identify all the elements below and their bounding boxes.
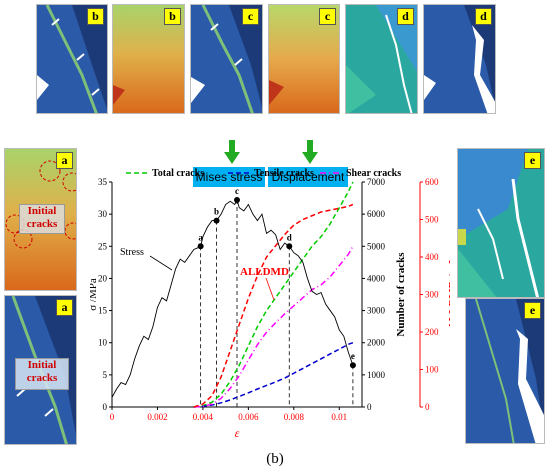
stress-label-leader bbox=[149, 255, 173, 271]
top-panel-3-image bbox=[191, 5, 262, 113]
panel-tag: b bbox=[87, 8, 104, 25]
y-tick-label-alldmd: 100 bbox=[425, 365, 439, 375]
panel-tag: e bbox=[524, 302, 541, 319]
x-tick-label: 0.008 bbox=[284, 412, 305, 422]
stage-point-a bbox=[197, 243, 204, 250]
x-tick-label: 0.01 bbox=[331, 412, 347, 422]
top-panel-1: b bbox=[36, 4, 108, 114]
x-tick-label: 0.004 bbox=[193, 412, 214, 422]
legend-label: Total cracks bbox=[152, 168, 204, 179]
y-tick-label-right: 0 bbox=[367, 402, 372, 412]
panel-tag: a bbox=[56, 152, 73, 169]
y-tick-label-right: 5000 bbox=[367, 241, 386, 251]
stage-point-c bbox=[234, 197, 240, 203]
panel-tag: b bbox=[164, 8, 181, 25]
arrow-icon bbox=[302, 140, 318, 164]
panel-tag: d bbox=[397, 8, 414, 25]
series-line-alldmd bbox=[193, 203, 354, 408]
top-panel-6: d bbox=[423, 4, 496, 114]
series-line-total-cracks bbox=[193, 181, 354, 408]
y-tick-label-alldmd: 500 bbox=[425, 215, 439, 225]
alldmd-label-leader bbox=[265, 277, 275, 301]
y-tick-label-right: 6000 bbox=[367, 209, 386, 219]
y-tick-label-right: 2000 bbox=[367, 338, 386, 348]
stage-point-label: a bbox=[198, 232, 203, 242]
initial-cracks-note: Initial cracks bbox=[15, 358, 69, 390]
figure-caption: (b) bbox=[266, 451, 284, 467]
series-line-shear-cracks bbox=[193, 245, 354, 408]
stage-point-label: e bbox=[351, 351, 355, 361]
y-tick-label-right: 3000 bbox=[367, 306, 386, 316]
right-panel-1: e bbox=[457, 148, 545, 298]
left-panel-2: a Initial cracks bbox=[4, 295, 77, 445]
stress-strain-chart: 0 0.002 0.004 0.006 0.008 0.01 ε 0 5 10 15 20 25 30 35… bbox=[90, 168, 450, 440]
y-tick-label-alldmd: 400 bbox=[425, 252, 439, 262]
legend-label: Shear cracks bbox=[346, 168, 401, 179]
y-tick-label: 25 bbox=[98, 241, 108, 251]
y-tick-label-right: 4000 bbox=[367, 273, 386, 283]
right-panel-2: e bbox=[465, 298, 545, 444]
legend-label: Tensile cracks bbox=[254, 168, 314, 179]
y-tick-label-alldmd: 0 bbox=[425, 402, 430, 412]
top-panel-6-image bbox=[424, 5, 495, 113]
x-tick-label: 0.002 bbox=[147, 412, 167, 422]
y-tick-label: 35 bbox=[98, 177, 108, 187]
stage-point-b bbox=[213, 217, 220, 224]
stress-curve bbox=[111, 198, 354, 398]
y-tick-label: 0 bbox=[103, 402, 108, 412]
stage-point-label: b bbox=[214, 207, 219, 217]
top-panel-3: c bbox=[190, 4, 263, 114]
x-axis-label: ε bbox=[235, 426, 240, 440]
alldmd-series-label: ALLDMD bbox=[240, 266, 289, 278]
right-panel-1-image bbox=[458, 149, 544, 297]
stress-series-label: Stress bbox=[120, 247, 144, 258]
x-tick-label: 0.006 bbox=[238, 412, 259, 422]
top-panel-4: c bbox=[268, 4, 340, 114]
y-tick-label-alldmd: 300 bbox=[425, 290, 439, 300]
x-tick-label: 0 bbox=[110, 412, 115, 422]
panel-tag: a bbox=[56, 299, 73, 316]
y-tick-label: 15 bbox=[98, 306, 108, 316]
displacement-label: Displacement bbox=[268, 167, 348, 187]
panel-tag: e bbox=[524, 152, 541, 169]
panel-tag: c bbox=[242, 8, 259, 25]
y-tick-label-alldmd: 200 bbox=[425, 327, 439, 337]
y-axis-label-cracks: Number of cracks bbox=[395, 252, 407, 337]
panel-tag: d bbox=[475, 8, 492, 25]
top-panel-5: d bbox=[345, 4, 418, 114]
y-tick-label: 10 bbox=[98, 338, 108, 348]
arrow-icon bbox=[224, 140, 240, 164]
y-tick-label-right: 7000 bbox=[367, 177, 386, 187]
y-tick-label: 20 bbox=[98, 273, 108, 283]
y-axis-label-alldmd: ALLDMD /mJ bbox=[447, 259, 450, 329]
y-axis-label-left: σ /MPa bbox=[90, 278, 99, 311]
left-panel-1: a Initial cracks bbox=[4, 148, 77, 291]
stage-point-label: c bbox=[235, 186, 239, 196]
stage-point-d bbox=[286, 243, 293, 250]
y-tick-label: 5 bbox=[103, 370, 108, 380]
stage-point-label: d bbox=[287, 232, 292, 242]
panel-tag: c bbox=[319, 8, 336, 25]
stage-point-e bbox=[349, 362, 356, 369]
y-tick-label-right: 1000 bbox=[367, 370, 386, 380]
series-line-tensile-cracks bbox=[193, 342, 354, 408]
y-tick-label-alldmd: 600 bbox=[425, 177, 439, 187]
initial-cracks-note: Initial cracks bbox=[19, 204, 65, 234]
y-tick-label: 30 bbox=[98, 209, 108, 219]
top-panel-2: b bbox=[112, 4, 185, 114]
right-panel-2-image bbox=[466, 299, 544, 443]
